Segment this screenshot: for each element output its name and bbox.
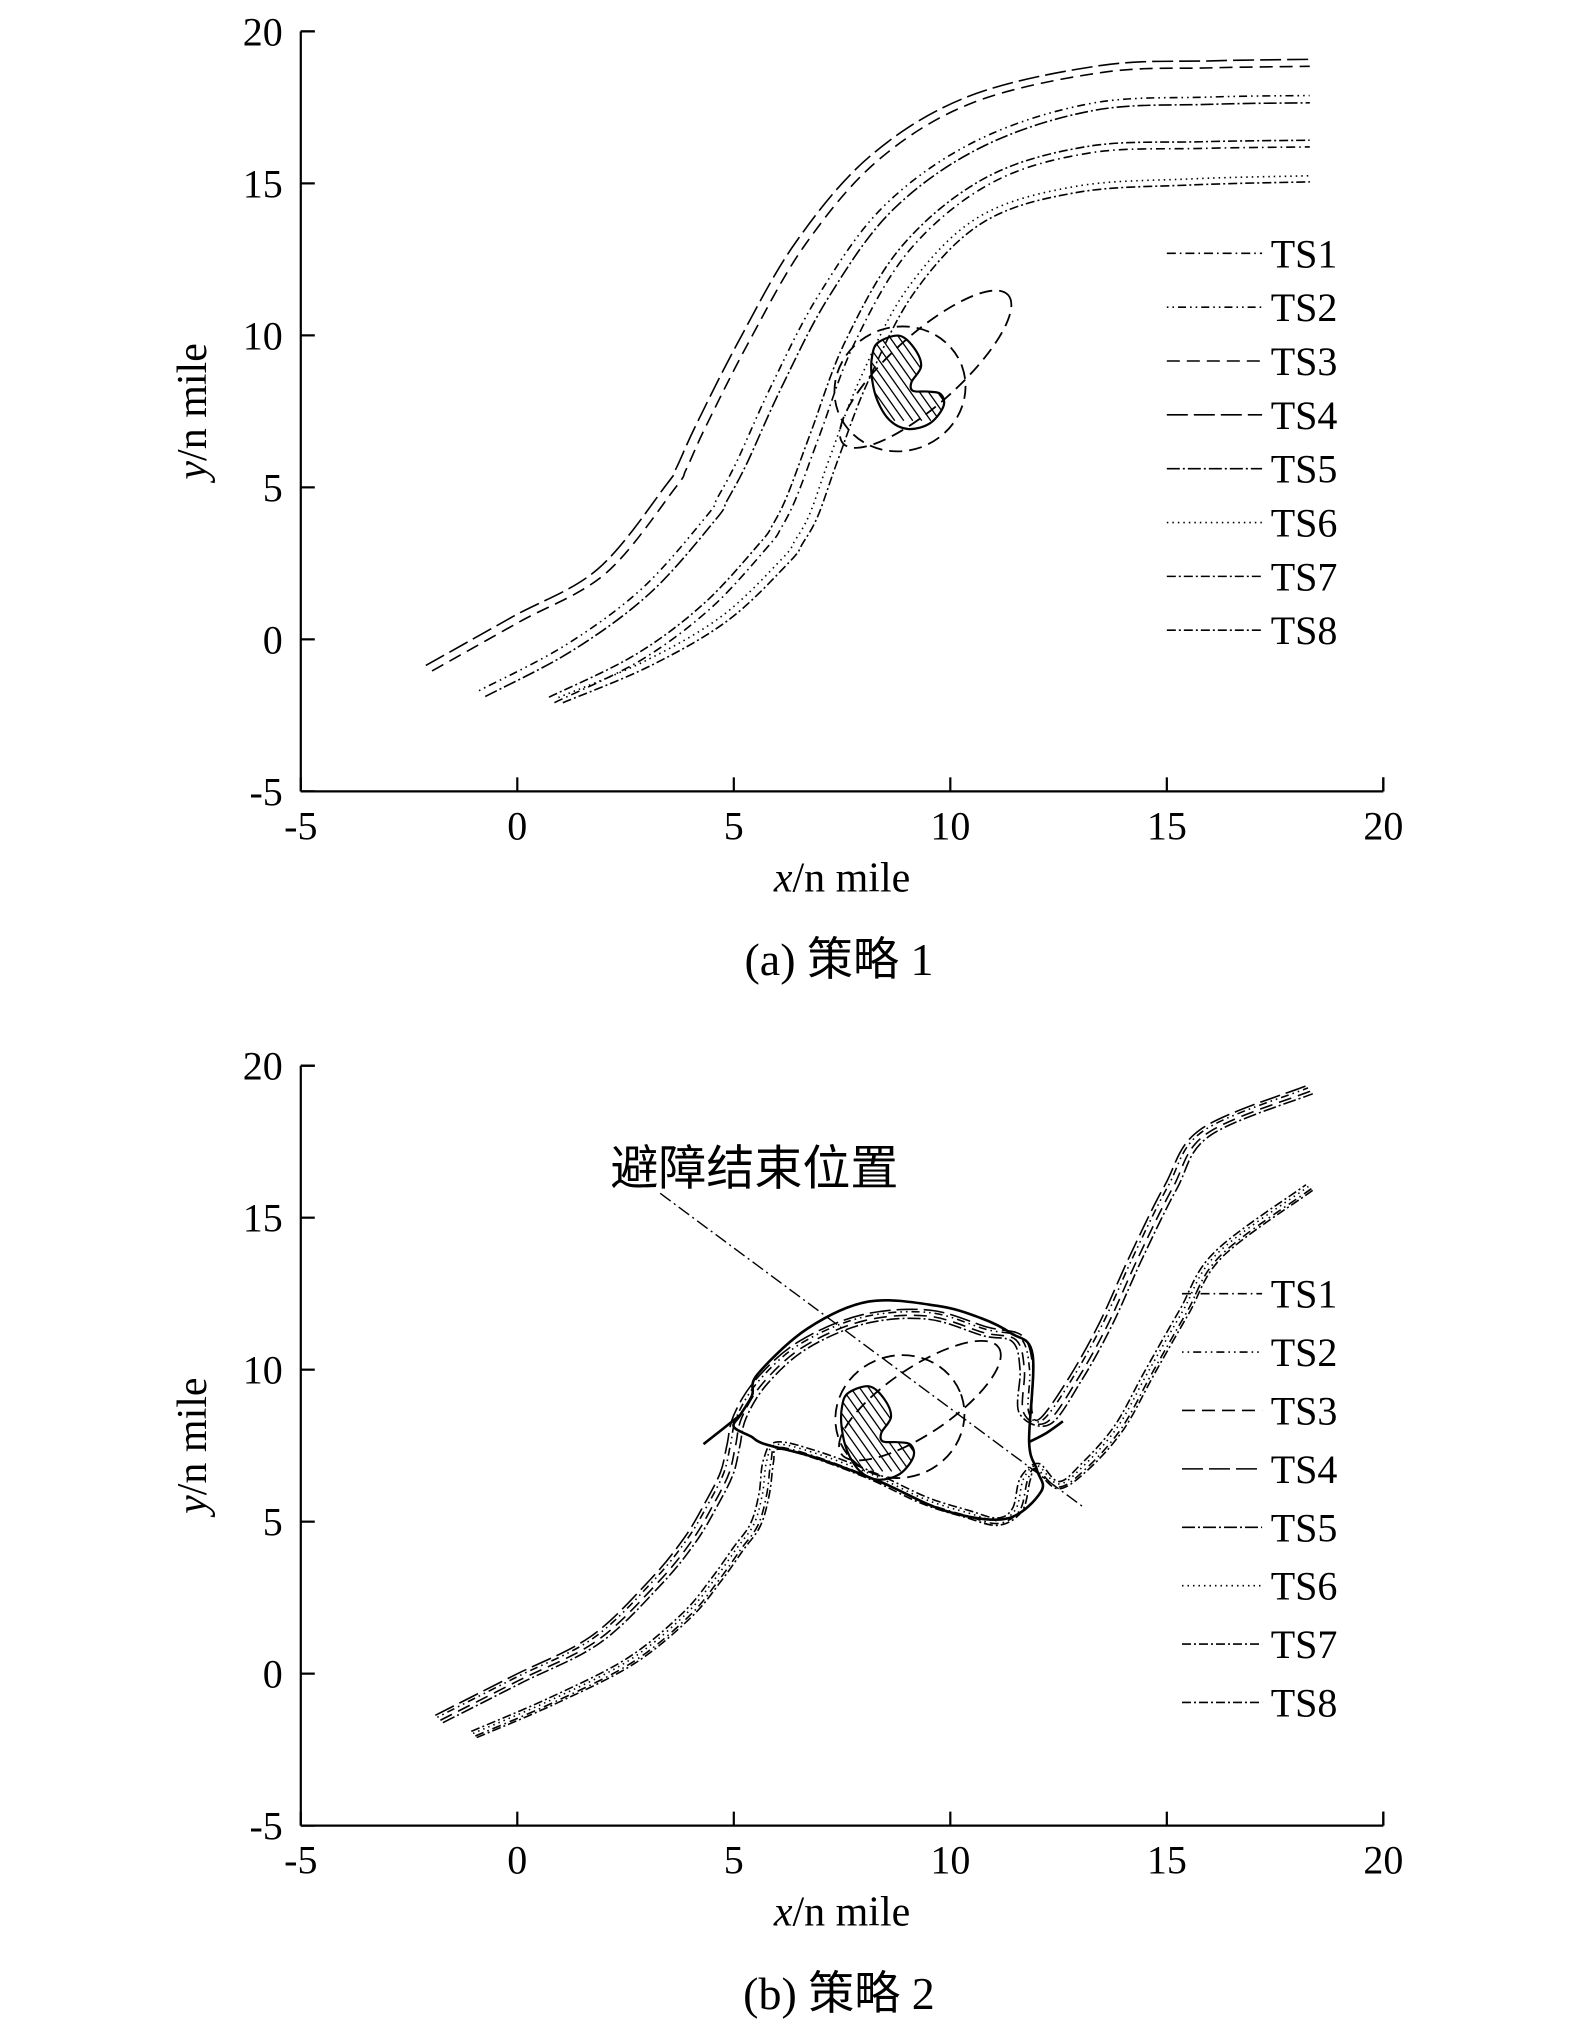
svg-text:10: 10 <box>243 1348 283 1393</box>
svg-text:TS8: TS8 <box>1271 608 1338 653</box>
svg-text:-5: -5 <box>284 803 317 848</box>
svg-text:20: 20 <box>1363 1838 1403 1883</box>
svg-text:20: 20 <box>243 9 283 54</box>
svg-text:0: 0 <box>263 1652 283 1697</box>
svg-text:10: 10 <box>243 313 283 358</box>
svg-text:x/n mile: x/n mile <box>773 855 910 901</box>
svg-text:TS3: TS3 <box>1271 1388 1338 1433</box>
svg-text:TS8: TS8 <box>1271 1680 1338 1725</box>
svg-text:TS3: TS3 <box>1271 339 1338 384</box>
svg-text:20: 20 <box>243 1044 283 1089</box>
svg-text:-5: -5 <box>249 769 282 814</box>
svg-text:TS7: TS7 <box>1271 1622 1338 1667</box>
svg-text:-5: -5 <box>284 1838 317 1883</box>
svg-text:TS1: TS1 <box>1271 1272 1338 1317</box>
svg-text:0: 0 <box>507 803 527 848</box>
svg-text:y/n mile: y/n mile <box>170 1377 216 1517</box>
svg-text:5: 5 <box>724 1838 744 1883</box>
svg-text:TS4: TS4 <box>1271 1447 1338 1492</box>
svg-text:TS7: TS7 <box>1271 554 1338 599</box>
svg-text:10: 10 <box>930 1838 970 1883</box>
svg-text:TS2: TS2 <box>1271 1330 1338 1375</box>
svg-text:TS6: TS6 <box>1271 501 1338 546</box>
svg-text:y/n mile: y/n mile <box>170 343 216 483</box>
svg-text:TS5: TS5 <box>1271 447 1338 492</box>
svg-text:TS5: TS5 <box>1271 1505 1338 1550</box>
svg-text:15: 15 <box>243 161 283 206</box>
svg-text:x/n mile: x/n mile <box>773 1890 910 1936</box>
svg-text:(b) 策略 2: (b) 策略 2 <box>743 1968 935 2019</box>
svg-text:TS1: TS1 <box>1271 231 1338 276</box>
svg-text:15: 15 <box>1147 803 1187 848</box>
svg-text:避障结束位置: 避障结束位置 <box>610 1142 898 1195</box>
svg-text:15: 15 <box>1147 1838 1187 1883</box>
svg-text:15: 15 <box>243 1196 283 1241</box>
svg-text:TS4: TS4 <box>1271 393 1338 438</box>
svg-text:5: 5 <box>724 803 744 848</box>
svg-text:TS2: TS2 <box>1271 285 1338 330</box>
svg-text:20: 20 <box>1363 803 1403 848</box>
svg-text:5: 5 <box>263 1500 283 1545</box>
svg-text:0: 0 <box>263 617 283 662</box>
svg-text:-5: -5 <box>249 1804 282 1849</box>
svg-text:(a) 策略 1: (a) 策略 1 <box>744 934 933 985</box>
svg-text:5: 5 <box>263 465 283 510</box>
svg-text:TS6: TS6 <box>1271 1564 1338 1609</box>
svg-text:10: 10 <box>930 803 970 848</box>
svg-text:0: 0 <box>507 1838 527 1883</box>
